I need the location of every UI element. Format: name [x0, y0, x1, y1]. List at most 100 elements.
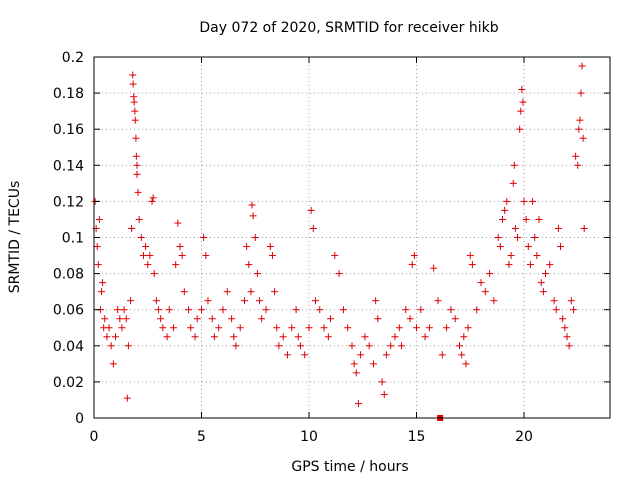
data-point [232, 342, 240, 350]
data-point [152, 297, 160, 305]
data-point [155, 306, 162, 314]
data-point [565, 342, 573, 350]
data-point [542, 270, 549, 278]
data-point [361, 333, 369, 341]
data-point [122, 315, 130, 323]
data-point [339, 306, 347, 314]
data-point [191, 333, 199, 341]
data-point [499, 215, 506, 223]
data-point [357, 351, 365, 359]
data-point [198, 306, 205, 314]
data-point [511, 224, 519, 232]
data-point [132, 152, 140, 160]
data-point [144, 261, 152, 269]
data-point [135, 215, 143, 223]
data-point [378, 378, 386, 386]
data-point [434, 297, 442, 305]
data-point [335, 270, 343, 278]
data-point [236, 324, 244, 332]
data-point [410, 252, 418, 260]
data-point [296, 342, 304, 350]
data-point [133, 161, 141, 169]
data-point [230, 333, 238, 341]
data-point [247, 288, 255, 296]
data-point [522, 215, 530, 223]
data-point [124, 342, 132, 350]
data-point [514, 234, 522, 241]
data-point [537, 279, 545, 287]
data-point [262, 306, 270, 314]
data-point [273, 324, 281, 332]
data-point [301, 351, 309, 359]
data-point [350, 360, 358, 368]
data-point [127, 297, 135, 305]
chart-title: Day 072 of 2020, SRMTID for receiver hik… [199, 20, 498, 36]
data-point [561, 324, 569, 332]
y-tick-label: 0.16 [53, 122, 84, 138]
data-point [365, 342, 373, 350]
data-point [131, 116, 139, 124]
data-point [490, 297, 498, 305]
x-tick-label: 5 [197, 429, 206, 445]
data-point [447, 306, 455, 314]
data-point [501, 206, 509, 214]
data-point [552, 306, 560, 314]
data-point [219, 306, 227, 314]
data-point [146, 252, 154, 260]
data-point [165, 306, 173, 314]
data-point [98, 288, 106, 296]
data-point [462, 360, 470, 368]
data-point [546, 261, 554, 269]
x-axis-label: GPS time / hours [291, 459, 408, 475]
data-point [251, 234, 259, 241]
data-point [576, 116, 584, 124]
data-point [517, 107, 525, 115]
data-point [391, 333, 399, 341]
data-point [494, 234, 502, 241]
x-tick-label: 15 [408, 429, 426, 445]
data-point [275, 342, 283, 350]
data-point [107, 342, 115, 350]
y-tick-label: 0.02 [53, 375, 84, 391]
data-point [516, 125, 524, 133]
data-point [131, 107, 139, 115]
data-point [550, 297, 558, 305]
data-point [142, 243, 150, 251]
data-point [408, 261, 416, 269]
data-point [496, 243, 504, 251]
data-point [112, 333, 119, 341]
data-point [249, 212, 257, 220]
data-point [402, 306, 410, 314]
y-tick-label: 0.14 [53, 158, 84, 174]
data-point [569, 306, 577, 314]
y-tick-label: 0.18 [53, 86, 84, 102]
data-point [163, 333, 171, 341]
data-point [331, 252, 339, 260]
data-point [324, 333, 332, 341]
y-tick-labels: 0 0.02 0.04 0.06 0.08 0.1 0.12 0.14 0.16 0.18 0.2 [53, 50, 84, 427]
data-point [572, 152, 580, 160]
data-point [148, 197, 156, 205]
data-point [430, 264, 438, 272]
data-point [524, 243, 532, 251]
data-point [137, 234, 145, 241]
data-point [563, 333, 571, 341]
data-point [105, 324, 113, 332]
data-point [577, 89, 585, 97]
data-point [354, 400, 362, 408]
data-point [120, 306, 128, 314]
data-point [529, 197, 537, 205]
data-point [505, 261, 513, 269]
data-point [456, 342, 463, 350]
data-point [215, 324, 223, 332]
data-point [320, 324, 328, 332]
data-point [172, 261, 180, 269]
data-point [507, 252, 515, 260]
data-point [149, 194, 157, 202]
data-point [116, 315, 124, 323]
data-point [241, 297, 248, 305]
data-point [94, 261, 102, 269]
x-tick-label: 0 [90, 429, 99, 445]
data-point [311, 297, 319, 305]
data-point [256, 297, 264, 305]
